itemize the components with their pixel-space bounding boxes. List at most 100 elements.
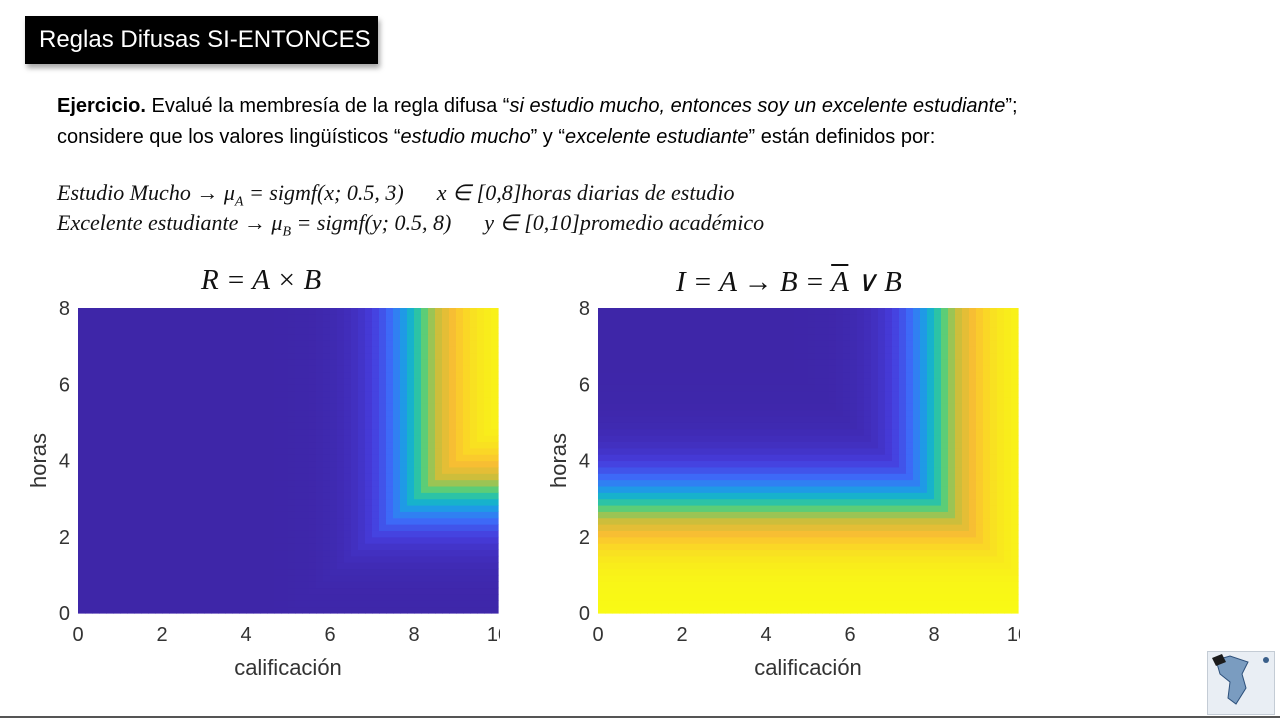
heatmap-cell	[759, 593, 767, 601]
heatmap-cell	[260, 320, 268, 328]
heatmap-cell	[148, 524, 156, 531]
heatmap-cell	[169, 416, 177, 423]
heatmap-cell	[878, 473, 886, 481]
heatmap-cell	[113, 587, 121, 595]
heatmap-cell	[612, 517, 620, 525]
heatmap-cell	[703, 416, 711, 423]
heatmap-cell	[724, 574, 732, 582]
heatmap-cell	[99, 428, 107, 436]
heatmap-cell	[281, 358, 289, 366]
heatmap-cell	[878, 524, 886, 531]
heatmap-cell	[197, 581, 205, 589]
heatmap-cell	[815, 549, 823, 557]
plot-title-right-abar: A	[831, 266, 849, 298]
heatmap-cell	[619, 346, 627, 354]
heatmap-cell	[267, 358, 275, 366]
heatmap-cell	[78, 435, 86, 443]
heatmap-cell	[484, 460, 492, 468]
heatmap-cell	[836, 346, 844, 354]
heatmap-cell	[330, 314, 338, 322]
y-tick-label: 2	[59, 527, 70, 549]
heatmap-cell	[225, 441, 233, 449]
heatmap-cell	[815, 352, 823, 360]
heatmap-cell	[232, 447, 240, 455]
heatmap-cell	[211, 606, 219, 614]
heatmap-cell	[330, 460, 338, 468]
heatmap-cell	[92, 574, 100, 582]
heatmap-cell	[829, 549, 837, 557]
heatmap-cell	[857, 479, 865, 487]
heatmap-cell	[843, 568, 851, 576]
heatmap-cell	[738, 511, 746, 519]
heatmap-cell	[878, 339, 886, 347]
heatmap-cell	[239, 403, 247, 411]
heatmap-cell	[675, 384, 683, 392]
heatmap-cell	[127, 479, 135, 487]
heatmap-cell	[647, 568, 655, 576]
heatmap-cell	[654, 473, 662, 481]
heatmap-cell	[612, 314, 620, 322]
heatmap-cell	[689, 339, 697, 347]
heatmap-cell	[302, 435, 310, 443]
heatmap-cell	[183, 358, 191, 366]
heatmap-cell	[281, 530, 289, 538]
heatmap-cell	[337, 492, 345, 500]
heatmap-cell	[850, 416, 858, 423]
heatmap-cell	[836, 562, 844, 570]
heatmap-cell	[626, 352, 634, 360]
heatmap-cell	[218, 473, 226, 481]
heatmap-cell	[302, 517, 310, 525]
heatmap-cell	[148, 473, 156, 481]
heatmap-cell	[647, 390, 655, 398]
heatmap-cell	[99, 339, 107, 347]
heatmap-cell	[682, 403, 690, 411]
heatmap-cell	[141, 479, 149, 487]
heatmap-cell	[491, 498, 499, 506]
heatmap-cell	[274, 574, 282, 582]
heatmap-cell	[386, 416, 394, 423]
heatmap-cell	[365, 479, 373, 487]
heatmap-cell	[372, 504, 380, 512]
heatmap-cell	[850, 473, 858, 481]
heatmap-cell	[253, 555, 261, 563]
heatmap-cell	[871, 327, 879, 335]
heatmap-cell	[780, 441, 788, 449]
heatmap-cell	[92, 403, 100, 411]
heatmap-cell	[337, 447, 345, 455]
heatmap-cell	[428, 555, 436, 563]
heatmap-cell	[456, 593, 464, 601]
heatmap-cell	[449, 416, 457, 423]
heatmap-cell	[386, 441, 394, 449]
heatmap-cell	[456, 492, 464, 500]
heatmap-cell	[640, 485, 648, 493]
heatmap-cell	[386, 358, 394, 366]
heatmap-cell	[647, 339, 655, 347]
heatmap-cell	[724, 352, 732, 360]
heatmap-cell	[281, 524, 289, 531]
heatmap-cell	[878, 377, 886, 385]
heatmap-cell	[780, 428, 788, 436]
heatmap-cell	[253, 543, 261, 551]
heatmap-cell	[421, 441, 429, 449]
heatmap-cell	[696, 479, 704, 487]
heatmap-cell	[309, 377, 317, 385]
heatmap-cell	[274, 600, 282, 608]
heatmap-cell	[309, 314, 317, 322]
heatmap-cell	[794, 600, 802, 608]
heatmap-cell	[808, 473, 816, 481]
heatmap-cell	[85, 384, 93, 392]
heatmap-cell	[633, 371, 641, 379]
heatmap-cell	[689, 333, 697, 341]
heatmap-cell	[766, 543, 774, 551]
heatmap-cell	[414, 327, 422, 335]
heatmap-cell	[871, 314, 879, 322]
heatmap-cell	[393, 543, 401, 551]
heatmap-cell	[822, 606, 830, 614]
y-tick-label: 6	[59, 374, 70, 396]
heatmap-cell	[633, 416, 641, 423]
heatmap-cell	[400, 409, 408, 417]
heatmap-cell	[633, 466, 641, 474]
heatmap-cell	[463, 498, 471, 506]
heatmap-cell	[400, 536, 408, 544]
heatmap-cell	[766, 384, 774, 392]
